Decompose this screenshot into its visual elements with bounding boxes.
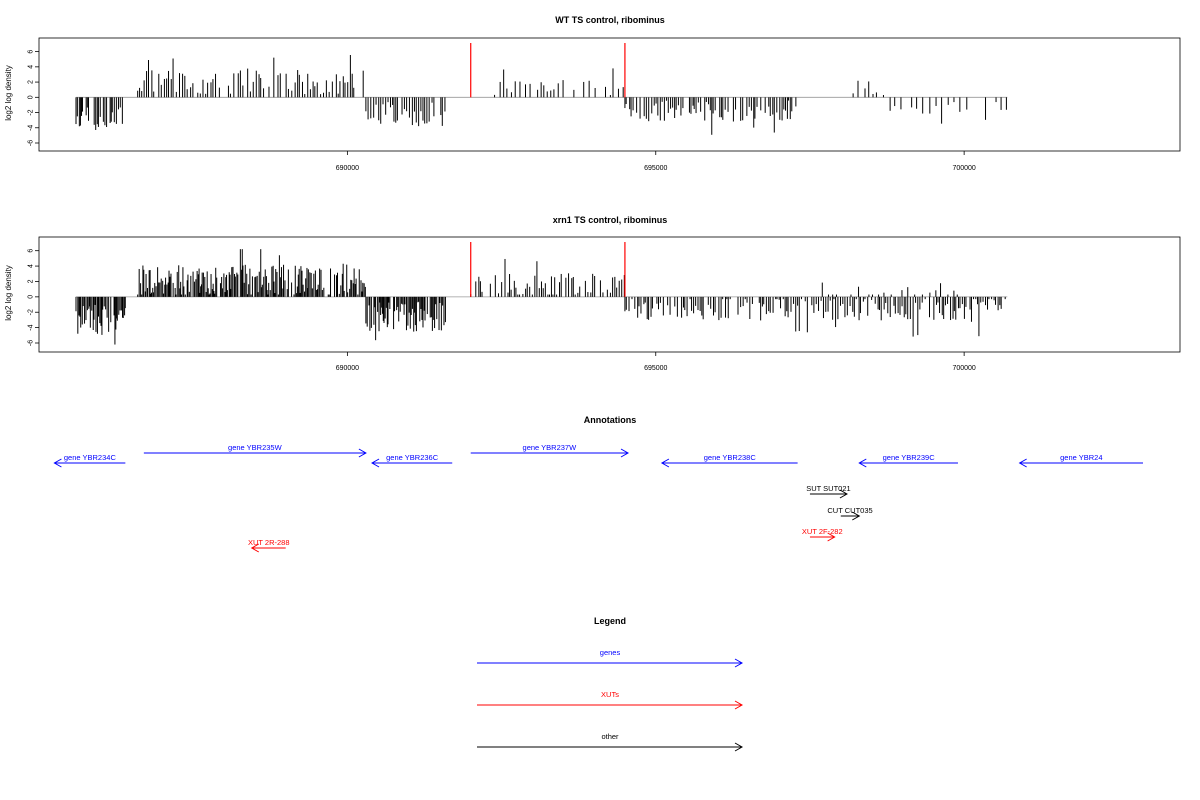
y-tick-label: 6	[28, 249, 35, 253]
arrow-head	[358, 448, 367, 458]
legend-label: genes	[600, 648, 621, 657]
legend-items: genes XUTs other	[477, 648, 744, 752]
y-tick-label: 4	[28, 264, 35, 268]
feature-arrow: XUT 2R-288	[248, 538, 290, 553]
panel-title: WT TS control, ribominus	[555, 15, 665, 25]
arrow-head	[858, 458, 867, 468]
feature-arrow: gene YBR236C	[371, 453, 453, 468]
feature-arrow: CUT CUT035	[827, 506, 873, 521]
arrow-head	[827, 532, 836, 542]
arrow-head	[660, 458, 670, 468]
x-tick-label: 695000	[644, 365, 667, 372]
arrow-head	[852, 511, 861, 521]
feature-label: CUT CUT035	[827, 506, 872, 515]
feature-arrow: gene YBR237W	[470, 443, 630, 458]
legend-item: genes	[477, 648, 744, 668]
legend-item: XUTs	[477, 690, 744, 710]
xrn1-density-panel: xrn1 TS control, ribominus log2 log dens…	[4, 215, 1181, 372]
y-tick-label: 2	[28, 279, 35, 283]
arrow-head	[620, 448, 630, 458]
density-bars	[75, 249, 1006, 345]
legend-arrow-head	[734, 742, 744, 752]
x-tick-label: 690000	[336, 165, 359, 172]
arrow-head	[1018, 458, 1027, 468]
density-bars	[75, 54, 1007, 135]
feature-arrow: gene YBR234C	[53, 453, 126, 468]
arrow-head	[371, 458, 380, 468]
y-tick-label: -6	[28, 340, 35, 346]
y-tick-label: 0	[28, 295, 35, 299]
y-axis: -6 -4 -2 0 2 4 6	[28, 249, 39, 346]
feature-label: gene YBR234C	[64, 453, 117, 462]
y-axis-label: log2 log density	[4, 65, 13, 121]
x-axis: 690000 695000 700000	[336, 352, 976, 372]
feature-arrow: gene YBR238C	[660, 453, 798, 468]
y-axis-label: log2 log density	[4, 265, 13, 321]
feature-label: SUT SUT021	[806, 484, 850, 493]
x-tick-label: 700000	[952, 365, 975, 372]
y-tick-label: 2	[28, 80, 35, 84]
arrow-head	[53, 458, 62, 468]
annotations-title: Annotations	[584, 415, 637, 425]
feature-arrow: gene YBR239C	[858, 453, 958, 468]
legend-item: other	[477, 732, 744, 752]
feature-label: gene YBR239C	[883, 453, 936, 462]
y-tick-label: -2	[28, 109, 35, 115]
feature-arrow: gene YBR24	[1018, 453, 1143, 468]
feature-label: XUT 2R-288	[248, 538, 290, 547]
y-axis: -6 -4 -2 0 2 4 6	[28, 50, 39, 146]
x-tick-label: 695000	[644, 165, 667, 172]
panel-title: xrn1 TS control, ribominus	[553, 215, 668, 225]
boundary-markers	[470, 43, 626, 98]
plot-frame	[38, 236, 1181, 353]
x-tick-label: 690000	[336, 365, 359, 372]
legend-arrow-head	[734, 700, 744, 710]
feature-label: gene YBR238C	[704, 453, 757, 462]
x-axis: 690000 695000 700000	[336, 151, 976, 172]
y-tick-label: 6	[28, 50, 35, 54]
y-tick-label: -6	[28, 140, 35, 146]
y-tick-label: 0	[28, 95, 35, 99]
feature-arrow: SUT SUT021	[806, 484, 851, 499]
feature-label: XUT 2F-282	[802, 527, 843, 536]
arrow-head	[250, 543, 260, 553]
y-tick-label: -2	[28, 309, 35, 315]
feature-label: gene YBR237W	[523, 443, 578, 452]
feature-arrows: gene YBR234C gene YBR235W gene YBR236C gene…	[53, 443, 1143, 553]
feature-arrow: XUT 2F-282	[802, 527, 843, 542]
feature-label: gene YBR236C	[386, 453, 439, 462]
y-tick-label: -4	[28, 324, 35, 330]
legend-label: other	[601, 732, 619, 741]
plot-frame	[38, 37, 1181, 152]
y-tick-label: 4	[28, 65, 35, 69]
arrow-head	[839, 489, 848, 499]
feature-label: gene YBR24	[1060, 453, 1102, 462]
feature-label: gene YBR235W	[228, 443, 283, 452]
legend-arrow-head	[734, 658, 744, 668]
y-tick-label: -4	[28, 125, 35, 131]
feature-arrow: gene YBR235W	[143, 443, 367, 458]
legend-label: XUTs	[601, 690, 619, 699]
x-tick-label: 700000	[952, 165, 975, 172]
boundary-markers	[470, 242, 626, 297]
wt-density-panel: WT TS control, ribominus log2 log densit…	[4, 15, 1181, 172]
legend: Legend genes XUTs other	[477, 616, 744, 752]
legend-title: Legend	[594, 616, 626, 626]
